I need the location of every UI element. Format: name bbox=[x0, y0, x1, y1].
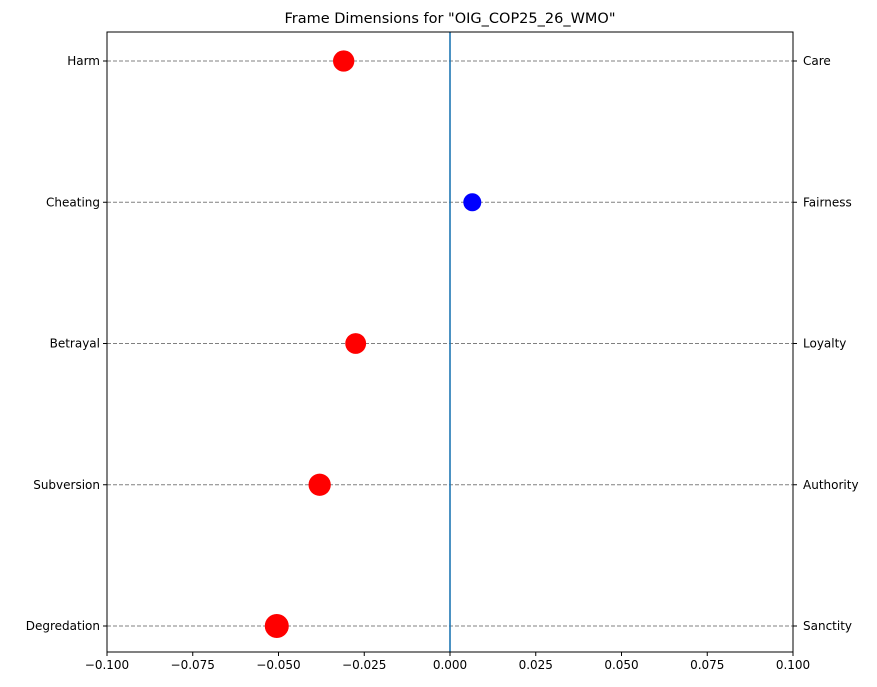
data-point bbox=[463, 193, 482, 212]
x-tick-label: −0.100 bbox=[85, 658, 129, 672]
x-tick-label: 0.050 bbox=[604, 658, 638, 672]
left-tick-label: Betrayal bbox=[50, 337, 100, 351]
x-tick-label: −0.075 bbox=[171, 658, 215, 672]
right-tick-label: Authority bbox=[803, 478, 859, 492]
points-layer bbox=[264, 50, 482, 638]
left-axis: Harm Cheating Betrayal Subversion Degredatio… bbox=[26, 54, 107, 633]
right-tick-label: Care bbox=[803, 54, 831, 68]
x-tick-label: 0.025 bbox=[519, 658, 553, 672]
x-axis: −0.100 −0.075 −0.050 −0.025 0.000 0.025 0.050 0… bbox=[85, 652, 810, 672]
left-tick-label: Degredation bbox=[26, 619, 100, 633]
data-point bbox=[308, 473, 331, 496]
data-point bbox=[332, 50, 355, 72]
chart-title: Frame Dimensions for "OIG_COP25_26_WMO" bbox=[284, 11, 615, 27]
x-tick-label: −0.025 bbox=[342, 658, 386, 672]
data-point bbox=[264, 614, 289, 638]
left-tick-label: Harm bbox=[67, 54, 100, 68]
x-tick-label: 0.100 bbox=[776, 658, 810, 672]
x-tick-label: −0.050 bbox=[256, 658, 300, 672]
data-point bbox=[345, 333, 367, 354]
right-axis: Care Fairness Loyalty Authority Sanctity bbox=[793, 54, 859, 633]
right-tick-label: Loyalty bbox=[803, 337, 846, 351]
x-tick-label: 0.000 bbox=[433, 658, 467, 672]
right-tick-label: Fairness bbox=[803, 195, 852, 209]
right-tick-label: Sanctity bbox=[803, 619, 852, 633]
left-tick-label: Subversion bbox=[33, 478, 100, 492]
x-tick-label: 0.075 bbox=[690, 658, 724, 672]
left-tick-label: Cheating bbox=[46, 195, 100, 209]
